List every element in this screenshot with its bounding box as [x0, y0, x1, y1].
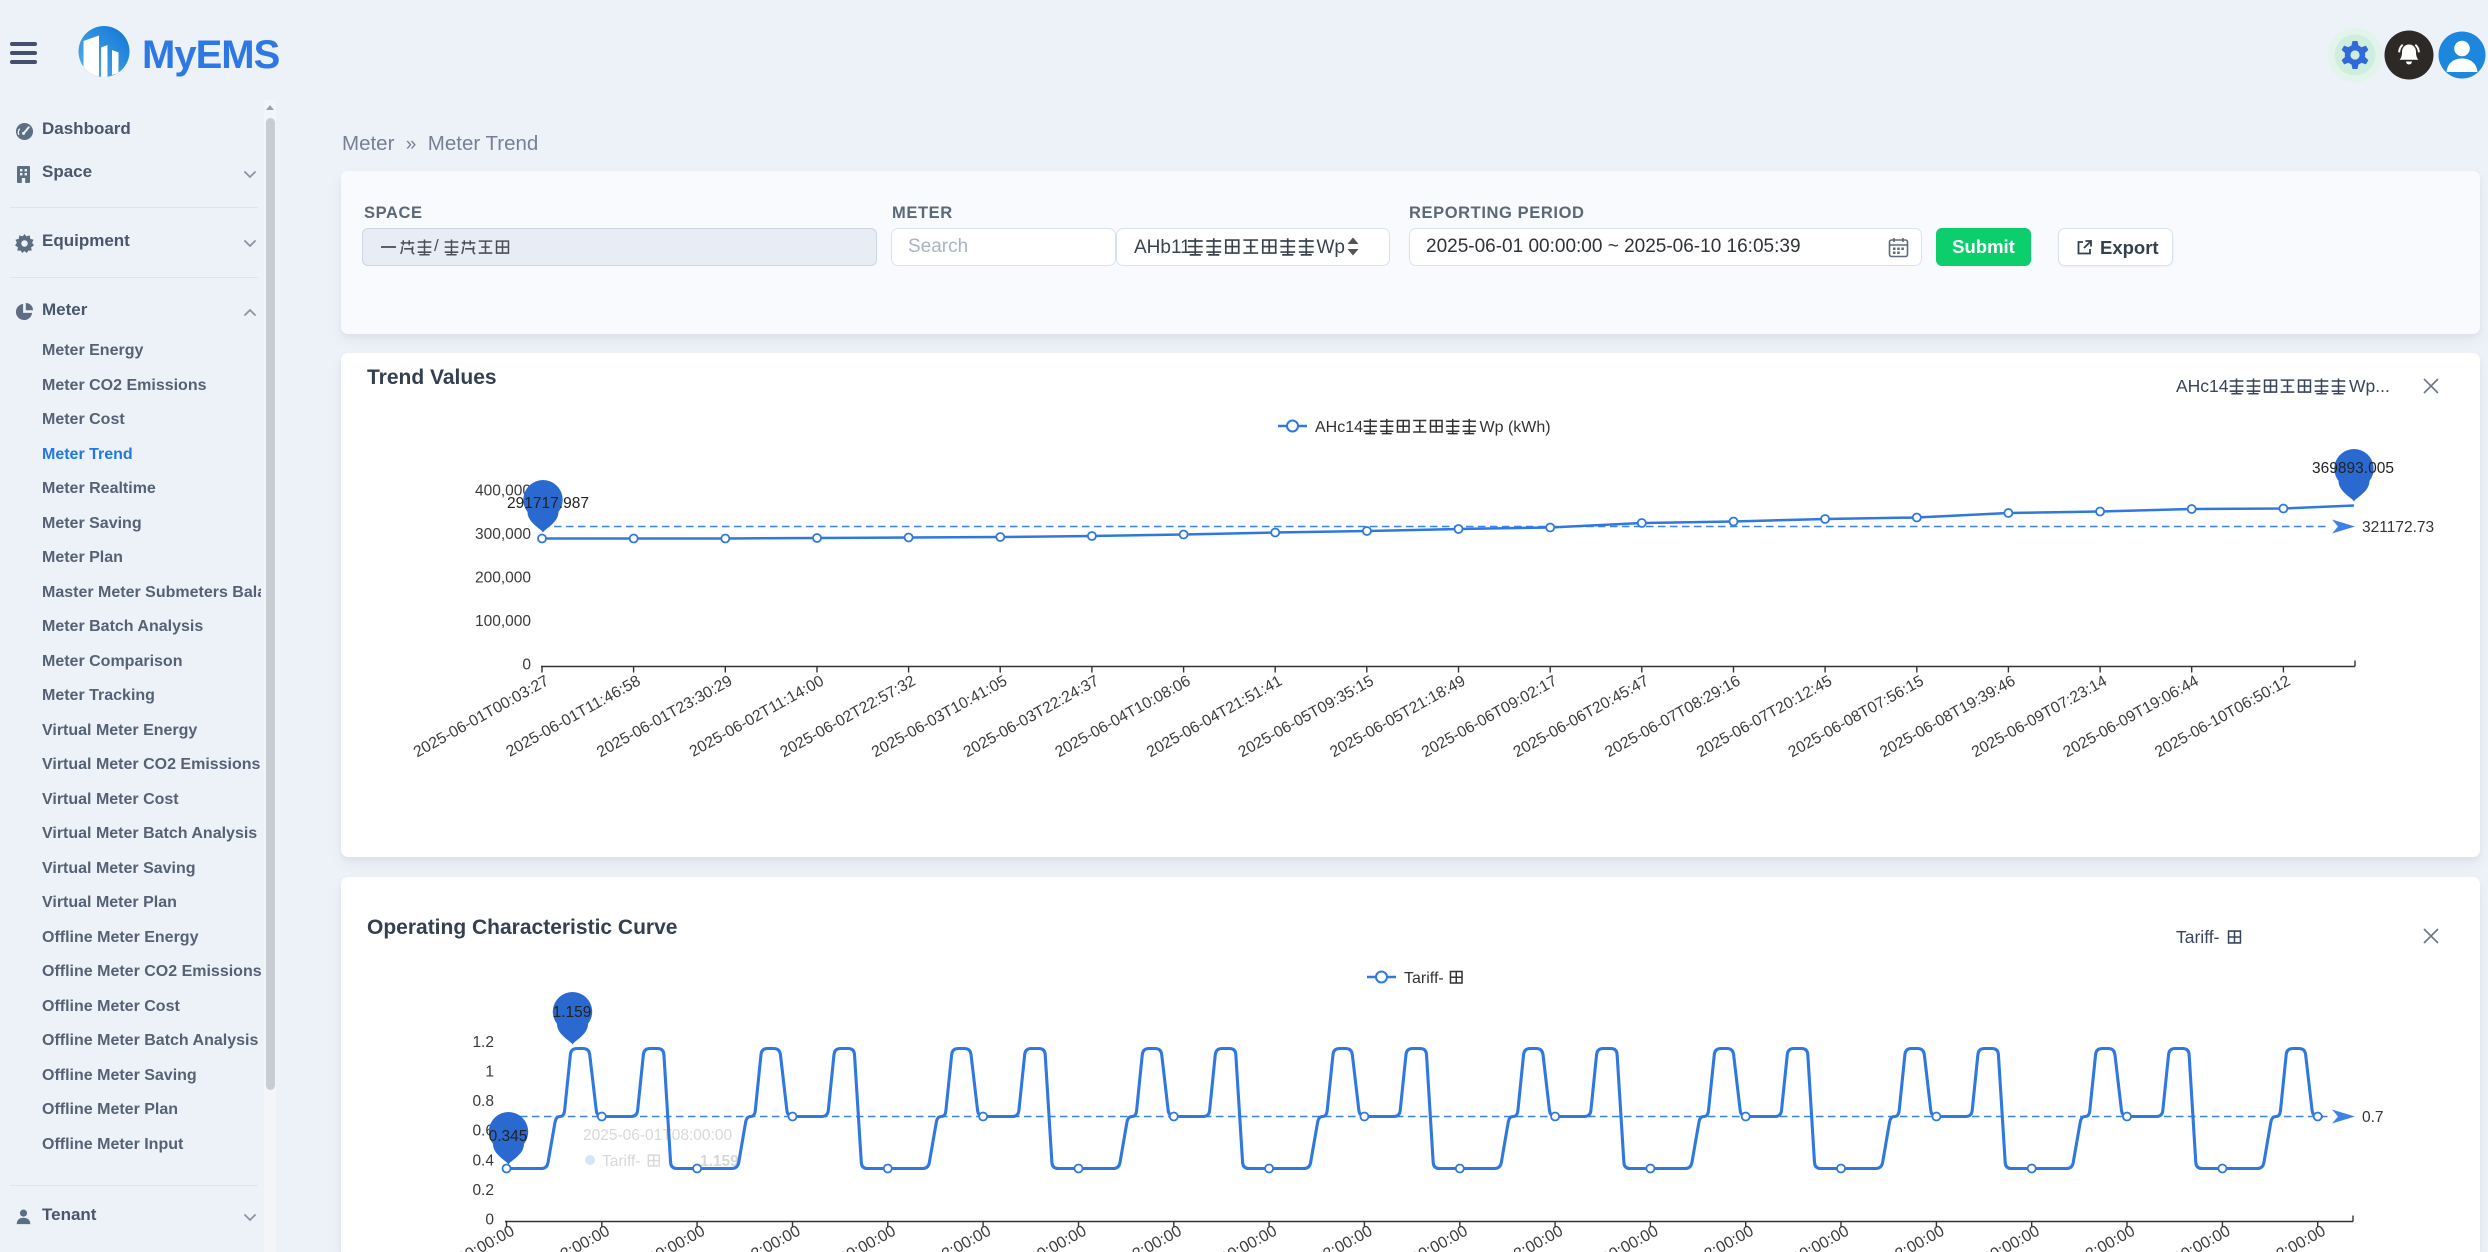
svg-text:2025-06-01T08:00:00: 2025-06-01T08:00:00 — [583, 1127, 732, 1144]
svg-text:0.7: 0.7 — [2362, 1109, 2384, 1126]
svg-text:Tariff-: Tariff- — [2176, 927, 2220, 947]
svg-text:200,000: 200,000 — [475, 570, 531, 587]
svg-text:0.345: 0.345 — [489, 1128, 528, 1145]
svg-text:Tariff-: Tariff- — [602, 1153, 640, 1170]
svg-text:Tariff-: Tariff- — [1404, 970, 1444, 987]
svg-text:291717.987: 291717.987 — [507, 495, 589, 512]
svg-text:0.4: 0.4 — [472, 1152, 494, 1169]
svg-text:1.159: 1.159 — [700, 1153, 739, 1170]
svg-text:Wp (kWh): Wp (kWh) — [1480, 419, 1551, 436]
svg-text:Wp: Wp — [1317, 237, 1346, 258]
svg-text:AHc14: AHc14 — [1315, 419, 1363, 436]
svg-text:300,000: 300,000 — [475, 526, 531, 543]
svg-text:321172.73: 321172.73 — [2362, 519, 2434, 536]
svg-text:/: / — [434, 236, 439, 255]
svg-text:1.2: 1.2 — [472, 1034, 494, 1051]
svg-text:Wp...: Wp... — [2349, 376, 2390, 396]
svg-text:0: 0 — [522, 657, 531, 674]
svg-text:1.159: 1.159 — [553, 1004, 592, 1021]
svg-text:2025-06-01T00:00:00: 2025-06-01T00:00:00 — [375, 1223, 518, 1252]
svg-text:400,000: 400,000 — [475, 483, 531, 500]
svg-text:1: 1 — [485, 1064, 494, 1081]
svg-text:Trend Values: Trend Values — [367, 366, 497, 389]
svg-text:0.8: 0.8 — [472, 1093, 494, 1110]
svg-text:0: 0 — [485, 1212, 494, 1229]
svg-text:369893.005: 369893.005 — [2312, 460, 2394, 477]
svg-text:0.2: 0.2 — [472, 1182, 494, 1199]
svg-text:AHb11: AHb11 — [1134, 237, 1191, 258]
svg-text:AHc14: AHc14 — [2176, 376, 2229, 396]
svg-text:Operating Characteristic Curve: Operating Characteristic Curve — [367, 916, 677, 939]
svg-text:100,000: 100,000 — [475, 613, 531, 630]
svg-text:0.6: 0.6 — [472, 1123, 494, 1140]
